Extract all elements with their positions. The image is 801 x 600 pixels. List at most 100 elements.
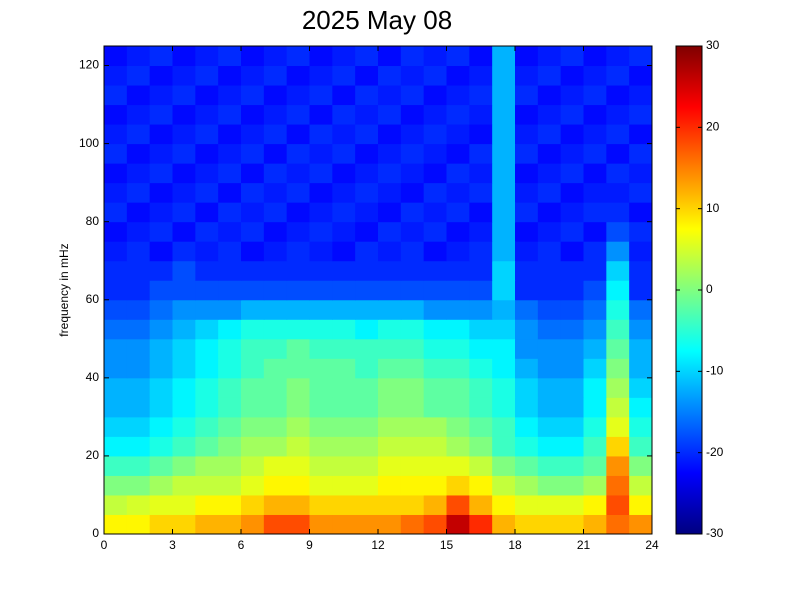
- heatmap-cell: [355, 241, 379, 262]
- heatmap-cell: [309, 475, 333, 496]
- heatmap-cell: [241, 436, 265, 457]
- heatmap-cell: [423, 65, 447, 86]
- heatmap-cell: [332, 280, 356, 301]
- heatmap-cell: [126, 397, 151, 418]
- heatmap-cell: [195, 280, 219, 301]
- heatmap-cell: [423, 104, 447, 125]
- heatmap-cell: [492, 377, 516, 398]
- heatmap-cell: [446, 124, 470, 145]
- heatmap-cell: [149, 514, 173, 535]
- heatmap-cell: [172, 319, 196, 340]
- heatmap-cell: [423, 455, 447, 476]
- heatmap-cell: [172, 436, 196, 457]
- heatmap-cell: [172, 143, 196, 164]
- heatmap-cell: [309, 104, 333, 125]
- heatmap-cell: [332, 241, 356, 262]
- heatmap-cell: [583, 143, 607, 164]
- heatmap-cell: [423, 475, 447, 496]
- heatmap-cell: [446, 163, 470, 184]
- heatmap-cell: [583, 46, 607, 67]
- heatmap-cell: [446, 221, 470, 242]
- heatmap-cell: [104, 319, 128, 340]
- heatmap-cell: [469, 416, 493, 437]
- heatmap-cell: [423, 163, 447, 184]
- heatmap-cell: [241, 358, 265, 379]
- heatmap-cell: [629, 163, 653, 184]
- heatmap-cell: [104, 377, 128, 398]
- chart-title: 2025 May 08: [302, 5, 452, 35]
- heatmap-cell: [149, 163, 173, 184]
- heatmap-cell: [263, 475, 288, 496]
- heatmap-cell: [309, 46, 333, 67]
- heatmap-cell: [309, 455, 333, 476]
- heatmap-cell: [560, 280, 584, 301]
- heatmap-cell: [400, 494, 425, 515]
- heatmap-cell: [606, 358, 630, 379]
- heatmap-cell: [469, 202, 493, 223]
- heatmap-cell: [286, 436, 310, 457]
- heatmap-cell: [332, 475, 356, 496]
- heatmap-cell: [355, 436, 379, 457]
- heatmap-cell: [537, 104, 562, 125]
- heatmap-cell: [286, 319, 310, 340]
- heatmap-cell: [400, 85, 425, 106]
- heatmap-cell: [104, 260, 128, 281]
- heatmap-cell: [629, 104, 653, 125]
- heatmap-cell: [492, 104, 516, 125]
- heatmap-cell: [286, 455, 310, 476]
- heatmap-cell: [172, 260, 196, 281]
- heatmap-cell: [126, 416, 151, 437]
- heatmap-cell: [583, 416, 607, 437]
- heatmap-cell: [104, 358, 128, 379]
- heatmap-cell: [241, 221, 265, 242]
- heatmap-cell: [241, 202, 265, 223]
- heatmap-cell: [492, 202, 516, 223]
- heatmap-cell: [492, 299, 516, 320]
- heatmap-cell: [104, 85, 128, 106]
- heatmap-cell: [583, 202, 607, 223]
- heatmap-cell: [400, 241, 425, 262]
- heatmap-cell: [378, 241, 402, 262]
- heatmap-cell: [446, 241, 470, 262]
- heatmap-cell: [606, 104, 630, 125]
- heatmap-cell: [241, 416, 265, 437]
- heatmap-cell: [423, 85, 447, 106]
- heatmap-cell: [423, 514, 447, 535]
- heatmap-cell: [492, 85, 516, 106]
- heatmap-cell: [309, 338, 333, 359]
- heatmap-cell: [515, 319, 539, 340]
- y-tick-label: 100: [79, 136, 99, 150]
- heatmap-cell: [241, 338, 265, 359]
- heatmap-cell: [241, 397, 265, 418]
- heatmap-cell: [515, 46, 539, 67]
- heatmap-cell: [332, 494, 356, 515]
- heatmap-cell: [241, 514, 265, 535]
- heatmap-cell: [149, 475, 173, 496]
- heatmap-cell: [629, 65, 653, 86]
- heatmap-cell: [263, 104, 288, 125]
- heatmap-cell: [378, 455, 402, 476]
- heatmap-cell: [446, 260, 470, 281]
- heatmap-cell: [492, 514, 516, 535]
- heatmap-cell: [263, 65, 288, 86]
- heatmap-cell: [195, 377, 219, 398]
- heatmap-cell: [629, 455, 653, 476]
- heatmap-cell: [492, 436, 516, 457]
- heatmap-cell: [537, 221, 562, 242]
- heatmap-cell: [606, 143, 630, 164]
- heatmap-cell: [492, 143, 516, 164]
- heatmap-cell: [263, 514, 288, 535]
- heatmap-cell: [629, 436, 653, 457]
- heatmap-cell: [400, 377, 425, 398]
- heatmap-cell: [537, 455, 562, 476]
- heatmap-cell: [583, 299, 607, 320]
- heatmap-cell: [286, 182, 310, 203]
- heatmap-cell: [378, 280, 402, 301]
- heatmap-cell: [446, 104, 470, 125]
- heatmap-cell: [492, 494, 516, 515]
- heatmap-cell: [515, 143, 539, 164]
- heatmap-cell: [560, 338, 584, 359]
- heatmap-cell: [492, 338, 516, 359]
- heatmap-cell: [241, 124, 265, 145]
- heatmap-cell: [537, 182, 562, 203]
